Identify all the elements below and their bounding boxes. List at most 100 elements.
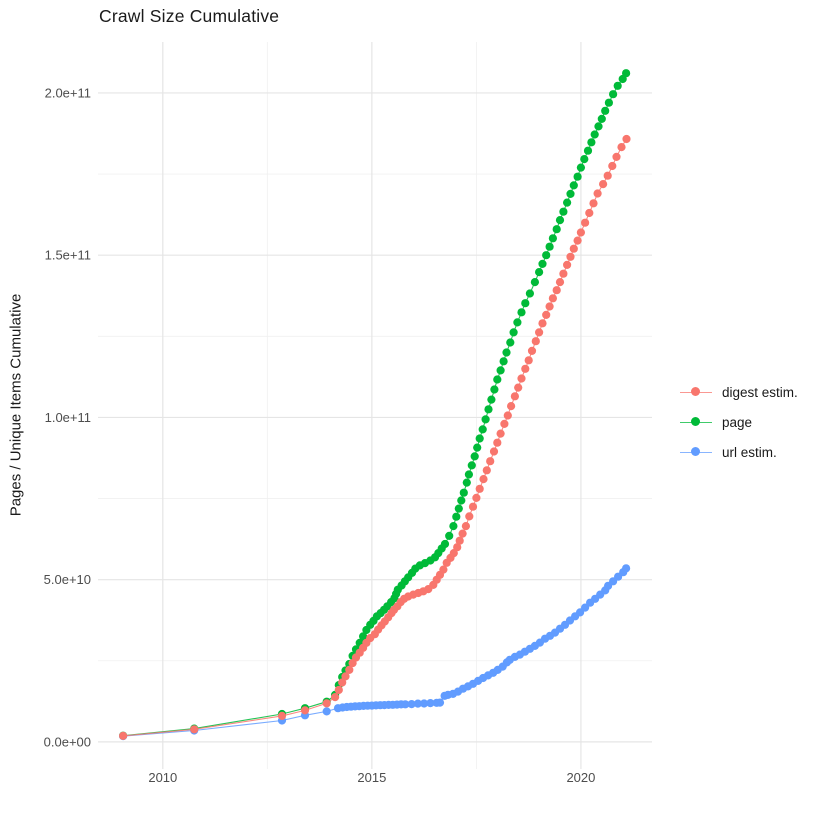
series-point-digest-estim: [538, 319, 547, 328]
series-point-page: [590, 130, 599, 139]
series-point-digest-estim: [119, 731, 128, 741]
series-point-page: [517, 308, 526, 317]
series-point-digest-estim: [599, 180, 608, 189]
series-point-page: [555, 216, 565, 225]
series-point-page: [475, 434, 484, 443]
series-point-digest-estim: [548, 294, 558, 303]
series-point-url-estim: [426, 699, 435, 708]
series-point-page: [481, 415, 490, 424]
y-axis-tick-label: 1.5e+11: [45, 248, 91, 263]
series-point-url-estim: [420, 699, 429, 708]
series-point-digest-estim: [345, 665, 354, 675]
series-point-page: [499, 357, 508, 366]
legend-item-digest-estim: digest estim.: [680, 377, 798, 407]
series-point-page: [454, 504, 463, 513]
series-point-digest-estim: [475, 484, 484, 493]
series-point-url-estim: [435, 698, 445, 707]
series-point-digest-estim: [531, 337, 540, 346]
series-point-page: [601, 106, 610, 115]
series-point-digest-estim: [573, 236, 582, 245]
legend-label-page: page: [722, 414, 753, 430]
series-point-page: [513, 318, 522, 327]
legend-label-url: url estim.: [722, 444, 777, 460]
series-point-digest-estim: [461, 522, 470, 531]
y-axis-tick-label: 1.0e+11: [45, 410, 91, 425]
series-point-page: [563, 198, 572, 207]
series-point-digest-estim: [585, 208, 594, 218]
series-point-page: [470, 452, 479, 461]
series-point-digest-estim: [593, 189, 602, 198]
series-point-digest-estim: [521, 364, 530, 373]
series-point-page: [538, 259, 547, 268]
series-point-digest-estim: [535, 328, 544, 337]
series-point-digest-estim: [482, 466, 491, 475]
series-point-page: [509, 328, 518, 337]
x-axis-tick-label: 2020: [566, 770, 595, 785]
series-point-page: [597, 114, 606, 123]
series-point-page: [559, 207, 568, 216]
series-point-digest-estim: [552, 286, 561, 295]
series-point-page: [457, 496, 466, 505]
series-point-digest-estim: [493, 438, 502, 447]
series-point-page: [566, 189, 575, 198]
series-point-page: [496, 366, 505, 375]
series-point-page: [445, 531, 454, 541]
y-axis-tick-label: 0.0e+00: [44, 734, 91, 749]
series-point-digest-estim: [559, 269, 568, 278]
series-point-page: [587, 138, 596, 147]
series-point-digest-estim: [589, 199, 598, 208]
series-point-page: [440, 539, 450, 549]
series-point-digest-estim: [603, 171, 612, 180]
series-point-digest-estim: [569, 244, 578, 253]
series-point-page: [473, 443, 482, 452]
series-point-page: [535, 268, 544, 277]
series-point-digest-estim: [439, 565, 448, 574]
series-point-digest-estim: [341, 672, 350, 681]
series-point-page: [576, 163, 586, 172]
series-point-digest-estim: [479, 475, 488, 484]
series-point-page: [452, 512, 461, 521]
legend-key-page-icon: [680, 415, 712, 429]
legend: digest estim. page url estim.: [680, 377, 798, 467]
series-point-page: [521, 299, 530, 308]
x-axis-tick-label: 2015: [357, 770, 386, 785]
series-point-digest-estim: [489, 447, 499, 456]
series-point-digest-estim: [500, 419, 509, 428]
series-point-page: [464, 470, 473, 479]
series-point-digest-estim: [527, 346, 537, 355]
legend-label-digest: digest estim.: [722, 384, 798, 400]
series-point-digest-estim: [503, 411, 512, 420]
series-point-page: [542, 251, 551, 260]
series-point-page: [359, 632, 368, 641]
series-point-page: [580, 155, 589, 164]
legend-item-page: page: [680, 407, 798, 437]
series-point-digest-estim: [566, 252, 575, 261]
series-point-digest-estim: [334, 685, 343, 695]
series-point-page: [613, 81, 622, 90]
series-point-digest-estim: [458, 529, 467, 538]
series-point-digest-estim: [612, 152, 621, 161]
series-point-digest-estim: [555, 278, 565, 287]
series-point-digest-estim: [486, 457, 495, 466]
legend-item-url-estim: url estim.: [680, 437, 798, 467]
series-point-digest-estim: [514, 383, 523, 392]
series-point-digest-estim: [496, 429, 505, 438]
series-point-page: [484, 405, 493, 414]
series-point-page: [604, 98, 614, 107]
series-point-digest-estim: [455, 536, 464, 545]
series-point-page: [552, 225, 561, 234]
series-point-digest-estim: [338, 678, 347, 687]
series-point-page: [530, 278, 540, 287]
series-point-page: [467, 461, 476, 470]
series-point-page: [490, 385, 499, 394]
series-point-digest-estim: [510, 392, 519, 401]
series-point-page: [449, 522, 458, 531]
series-point-digest-estim: [453, 543, 462, 552]
series-point-digest-estim: [581, 218, 590, 227]
series-point-page: [573, 172, 582, 181]
series-point-url-estim: [407, 700, 416, 709]
series-point-digest-estim: [468, 502, 478, 511]
series-point-page: [583, 146, 593, 155]
